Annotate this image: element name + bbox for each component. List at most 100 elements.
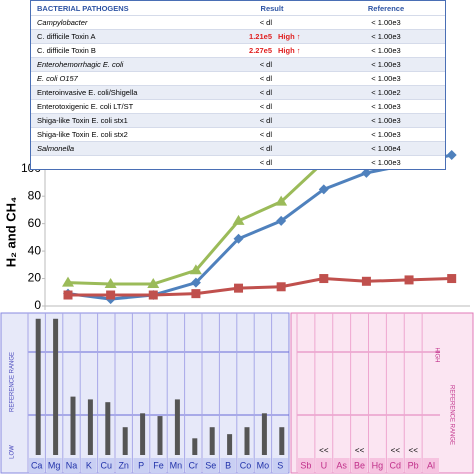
label-box	[29, 458, 45, 473]
reference: < 1.00e3	[371, 46, 401, 55]
pathogen-name: Enteroinvasive E. coli/Shigella	[37, 88, 138, 97]
element-label: Mn	[170, 460, 183, 470]
marker	[276, 282, 286, 292]
element-label: Co	[240, 460, 252, 470]
table-row: Enteroinvasive E. coli/Shigella < dl < 1.0…	[31, 85, 445, 99]
result-cell: 1.21e5 High ↑	[217, 32, 327, 41]
result-cell: < dl	[217, 102, 327, 111]
pathogen-name: Enterotoxigenic E. coli LT/ST	[37, 102, 134, 111]
element-label: Zn	[118, 460, 129, 470]
flag: High ↑	[278, 46, 301, 55]
label-box	[298, 458, 314, 473]
marker	[232, 214, 245, 225]
pathogen-name: Enterohemorrhagic E. coli	[37, 60, 124, 69]
y-tick-label: 20	[28, 271, 42, 285]
label-box	[46, 458, 62, 473]
marker	[147, 278, 160, 289]
element-label: B	[225, 460, 231, 470]
series-line	[67, 150, 367, 286]
label-box	[203, 458, 219, 473]
result: < dl	[259, 144, 272, 153]
result: < dl	[259, 74, 272, 83]
marker	[276, 215, 287, 226]
table-row: Enterotoxigenic E. coli LT/ST < dl < 1.00e…	[31, 99, 445, 113]
table-row: C. difficile Toxin B 2.27e5 High ↑ < 1.00e3	[31, 43, 445, 57]
label-box	[98, 458, 114, 473]
bar	[70, 396, 76, 455]
result: < dl	[259, 102, 272, 111]
pathogen-name: C. difficile Toxin B	[37, 46, 96, 55]
element-label: K	[86, 460, 92, 470]
result-cell: < dl	[217, 116, 327, 125]
result: < dl	[259, 88, 272, 97]
element-label: Na	[66, 460, 78, 470]
label-box	[220, 458, 236, 473]
pathogen-name: Shiga-like Toxin E. coli stx2	[37, 130, 128, 139]
marker	[446, 150, 457, 160]
y-tick-label: 60	[28, 216, 42, 230]
reference: < 1.00e3	[371, 32, 401, 41]
element-label: P	[138, 460, 144, 470]
bar	[261, 413, 267, 455]
reference: < 1.00e3	[371, 130, 401, 139]
marker	[148, 290, 158, 300]
label-box	[116, 458, 132, 473]
marker	[189, 264, 202, 275]
below-flag: <<	[319, 446, 329, 455]
pathogen-name: C. difficile Toxin A	[37, 32, 96, 41]
reference: < 1.00e3	[371, 60, 401, 69]
marker	[275, 195, 288, 206]
result: < dl	[259, 60, 272, 69]
label-box	[185, 458, 201, 473]
label-box	[150, 458, 167, 473]
label-box	[133, 458, 149, 473]
below-flag: <<	[391, 446, 401, 455]
element-label: Pb	[408, 460, 419, 470]
bar	[209, 427, 215, 455]
table-row: Shiga-like Toxin E. coli stx1 < dl < 1.00e…	[31, 113, 445, 127]
range-label: REFERENCE RANGE	[10, 352, 16, 412]
table-row: C. difficile Toxin A 1.21e5 High ↑ < 1.00e3	[31, 29, 445, 43]
pathogen-name: Shiga-like Toxin E. coli stx1	[37, 116, 128, 125]
bar	[87, 399, 93, 455]
pathogen-name: Salmonella	[37, 144, 75, 153]
result-cell: < dl	[217, 18, 327, 27]
reference: < 1.00e3	[371, 116, 401, 125]
bar	[192, 438, 198, 455]
result: < dl	[259, 158, 272, 167]
marker	[62, 276, 74, 287]
y-tick-label: 40	[28, 243, 42, 257]
label-box	[423, 458, 439, 473]
result-cell: < dl	[217, 158, 327, 167]
reference: < 1.00e3	[371, 102, 401, 111]
bar	[227, 434, 233, 455]
table-row: E. coli O157 < dl < 1.00e3	[31, 71, 445, 85]
bar	[174, 399, 180, 455]
y-axis-label: H₂ and CH₄	[3, 197, 18, 267]
label-box	[237, 458, 254, 473]
element-label: Hg	[372, 460, 384, 470]
result: 2.27e5	[249, 46, 272, 55]
label-box	[255, 458, 271, 473]
low-label: LOW	[10, 445, 16, 459]
reference: < 1.00e3	[371, 158, 401, 167]
element-label: Sb	[300, 460, 311, 470]
element-label: Mo	[257, 460, 270, 470]
element-label: Se	[205, 460, 216, 470]
result-cell: < dl	[217, 60, 327, 69]
reference: < 1.00e4	[371, 144, 401, 153]
below-flag: <<	[355, 446, 365, 455]
series-line	[68, 277, 452, 297]
label-box	[333, 458, 350, 473]
bar	[105, 402, 111, 455]
element-label: As	[336, 460, 347, 470]
marker	[106, 290, 116, 300]
result-cell: < dl	[217, 74, 327, 83]
label-box	[81, 458, 97, 473]
bar	[157, 416, 163, 455]
element-label: Cr	[189, 460, 199, 470]
element-label: S	[277, 460, 283, 470]
element-label: Cd	[390, 460, 402, 470]
reference: < 1.00e2	[371, 88, 401, 97]
